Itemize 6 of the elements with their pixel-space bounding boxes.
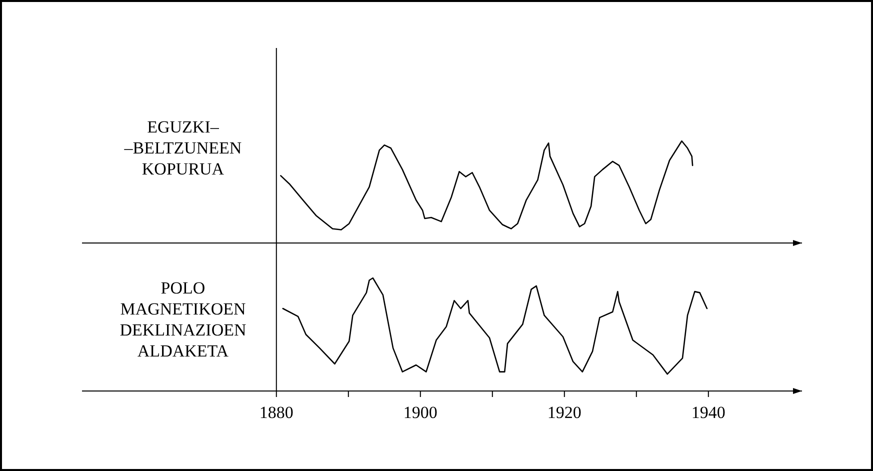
y-axis-title: POLO MAGNETIKOEN DEKLINAZIOEN ALDAKETA (120, 278, 246, 360)
x-tick-label: 1880 (259, 403, 294, 422)
x-tick-label: 1920 (547, 403, 582, 422)
y-axis-title: EGUZKI– –BELTZUNEEN KOPURUA (123, 118, 242, 178)
x-tick-label: 1900 (403, 403, 438, 422)
x-tick-label: 1940 (691, 403, 726, 422)
